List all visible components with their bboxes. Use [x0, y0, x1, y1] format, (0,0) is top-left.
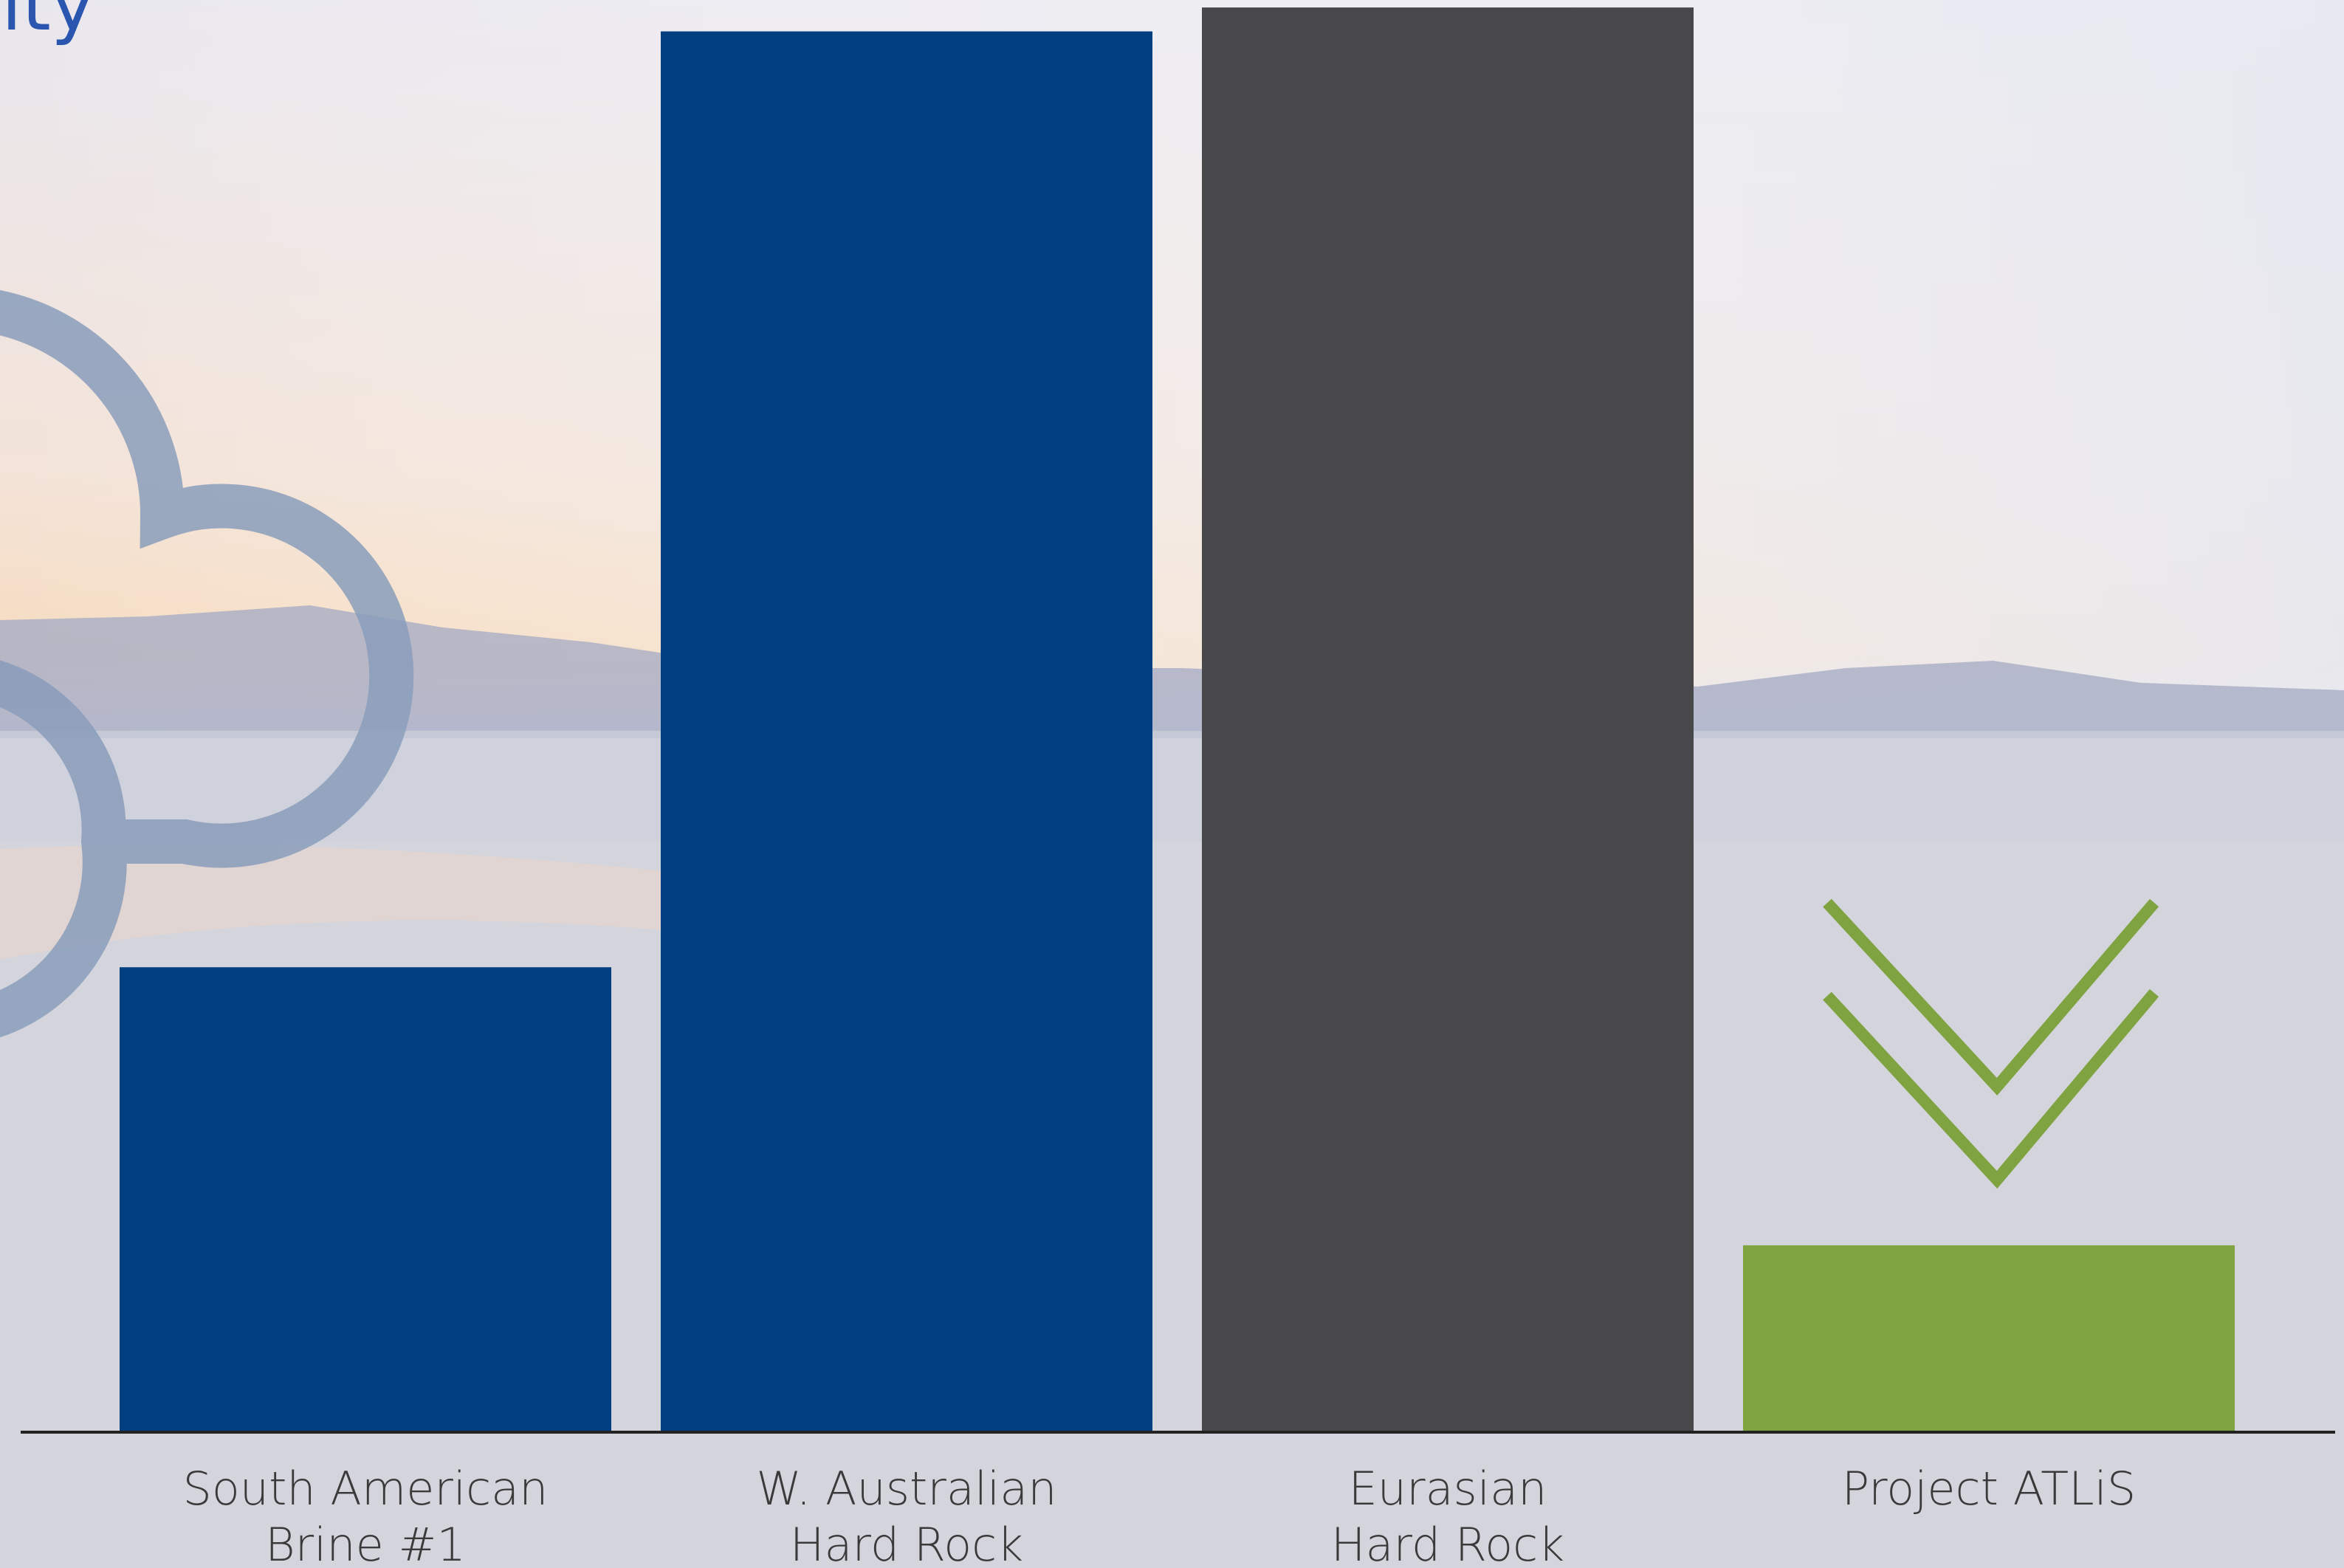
chart-title: ity [1, 0, 94, 47]
bar [1743, 1245, 2235, 1432]
x-tick-label: Project ATLiS [1842, 1462, 2136, 1516]
bar [661, 31, 1152, 1432]
x-tick-label-line: Hard Rock [1331, 1518, 1564, 1568]
x-tick-label-line: Project ATLiS [1842, 1462, 2136, 1516]
chevron-icon [1823, 898, 2159, 1189]
bar [1202, 7, 1694, 1433]
x-tick-label-line: Eurasian [1349, 1462, 1547, 1516]
x-tick-label: Eurasian Hard Rock [1331, 1462, 1564, 1568]
x-tick-label: South American Brine #1 [183, 1462, 549, 1568]
x-tick-label-line: Hard Rock [790, 1518, 1023, 1568]
x-tick-label-line: South American [183, 1462, 549, 1516]
bar [120, 967, 611, 1432]
cloud-icon [0, 290, 414, 1038]
x-tick-label-line: Brine #1 [265, 1518, 466, 1568]
x-tick-label: W. Australian Hard Rock [756, 1462, 1056, 1568]
x-tick-label-line: W. Australian [756, 1462, 1056, 1516]
